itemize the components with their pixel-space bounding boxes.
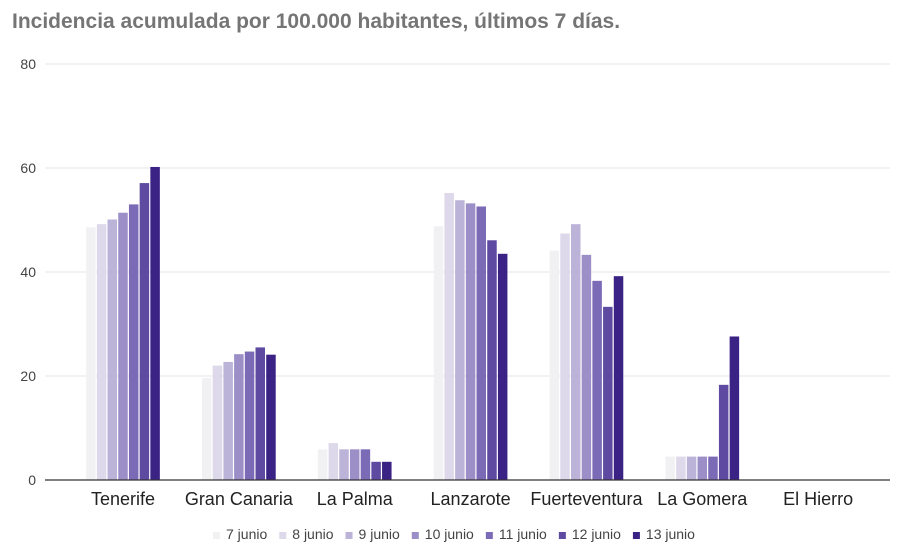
bar bbox=[139, 183, 150, 480]
bar bbox=[729, 336, 740, 480]
category-label: El Hierro bbox=[783, 489, 853, 509]
y-tick-label: 0 bbox=[28, 472, 36, 488]
bar bbox=[128, 204, 139, 480]
bar bbox=[603, 306, 613, 480]
bar bbox=[317, 449, 328, 480]
chart-title: Incidencia acumulada por 100.000 habitan… bbox=[12, 10, 621, 33]
bar bbox=[433, 226, 444, 480]
bar bbox=[339, 449, 349, 480]
category-label: La Palma bbox=[317, 489, 394, 509]
category-label: Lanzarote bbox=[431, 489, 511, 509]
legend-swatch bbox=[485, 532, 493, 539]
bar bbox=[244, 351, 255, 480]
bar bbox=[613, 276, 624, 480]
bar bbox=[118, 212, 128, 480]
legend-label: 12 junio bbox=[572, 526, 621, 542]
legend-swatch bbox=[279, 532, 287, 539]
legend-swatch bbox=[632, 532, 640, 539]
bar bbox=[708, 456, 718, 480]
bar bbox=[255, 347, 266, 480]
bar bbox=[549, 250, 560, 480]
bar bbox=[150, 166, 160, 480]
legend-label: 13 junio bbox=[646, 526, 695, 542]
bar bbox=[96, 224, 107, 480]
bar bbox=[497, 253, 508, 480]
legend: 7 junio 8 junio 9 junio 10 junio 11 junio 12 … bbox=[213, 526, 695, 542]
bar bbox=[487, 240, 497, 480]
y-tick-label: 20 bbox=[20, 368, 36, 384]
category-label: La Gomera bbox=[657, 489, 748, 509]
bar bbox=[371, 461, 381, 480]
bar bbox=[465, 203, 476, 481]
legend-swatch bbox=[345, 532, 353, 539]
bar bbox=[444, 192, 454, 480]
category-label: Fuerteventura bbox=[530, 489, 643, 509]
category-label: Tenerife bbox=[91, 489, 155, 509]
bar bbox=[476, 206, 487, 481]
bar bbox=[349, 449, 360, 480]
axes: 0 20 40 60 80 Tenerife Gran Canaria La Palma Lan… bbox=[20, 56, 890, 509]
bar bbox=[328, 443, 339, 480]
bar bbox=[360, 449, 371, 480]
bar bbox=[592, 280, 602, 480]
y-tick-label: 80 bbox=[20, 56, 36, 72]
bar bbox=[212, 365, 223, 480]
bar bbox=[223, 361, 233, 480]
bar bbox=[570, 224, 581, 480]
bar bbox=[107, 219, 118, 481]
y-tick-label: 60 bbox=[20, 160, 36, 176]
legend-swatch bbox=[558, 532, 566, 539]
legend-label: 8 junio bbox=[292, 526, 333, 542]
legend-label: 10 junio bbox=[425, 526, 474, 542]
legend-swatch bbox=[411, 532, 419, 539]
bar bbox=[665, 456, 675, 480]
y-tick-label: 40 bbox=[20, 264, 36, 280]
bar bbox=[697, 456, 708, 480]
legend-swatch bbox=[213, 532, 220, 539]
bar bbox=[382, 461, 392, 480]
bars bbox=[86, 166, 740, 481]
bar bbox=[266, 354, 276, 480]
category-label: Gran Canaria bbox=[185, 489, 294, 509]
bar bbox=[202, 378, 212, 480]
bar bbox=[581, 254, 592, 480]
legend-label: 9 junio bbox=[359, 526, 400, 542]
legend-label: 7 junio bbox=[226, 526, 267, 542]
bar bbox=[676, 456, 686, 480]
bar bbox=[86, 227, 96, 480]
bar bbox=[455, 200, 465, 481]
bar bbox=[718, 384, 729, 480]
bar bbox=[560, 233, 570, 480]
legend-label: 11 junio bbox=[499, 526, 547, 542]
bar bbox=[234, 354, 244, 480]
bar bbox=[686, 456, 697, 480]
